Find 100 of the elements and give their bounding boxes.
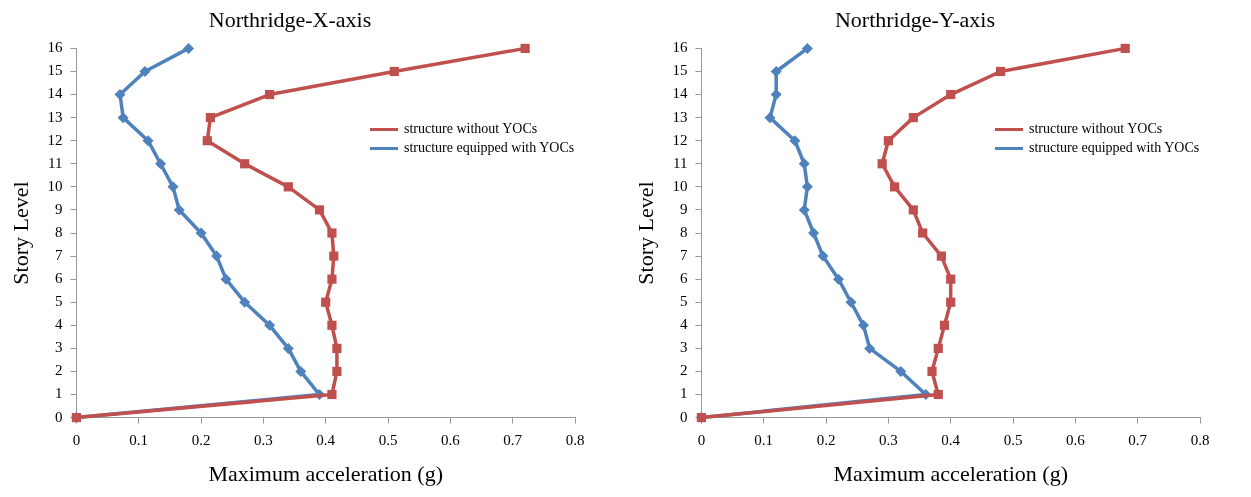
point [845, 296, 857, 308]
point [936, 251, 946, 261]
point [808, 227, 820, 239]
y-tick-label: 1 [54, 385, 63, 402]
point [389, 66, 399, 77]
point [939, 320, 950, 330]
y-tick-label: 11 [672, 154, 688, 171]
y-tick-label: 4 [54, 316, 63, 333]
y-tick-label: 3 [679, 339, 688, 356]
x-tick-label: 0.7 [1128, 431, 1148, 448]
y-tick-label: 2 [679, 362, 688, 379]
point [329, 251, 339, 261]
point [327, 228, 337, 238]
point [332, 366, 342, 377]
point [933, 389, 943, 400]
point [801, 181, 813, 193]
x-tick-label: 0.5 [1003, 431, 1023, 448]
y-tick-label: 15 [47, 62, 63, 79]
y-tick-label: 15 [672, 62, 688, 79]
legend-label: structure without YOCs [404, 121, 538, 137]
point [946, 297, 956, 307]
point [1120, 43, 1130, 53]
y-tick-label: 14 [47, 85, 63, 102]
point [883, 136, 893, 146]
point [264, 319, 276, 331]
point [265, 89, 275, 100]
legend-label: structure without YOCs [1029, 121, 1163, 137]
point [890, 182, 900, 192]
point [798, 158, 810, 170]
y-tick-label: 4 [679, 316, 688, 333]
y-tick-label: 12 [672, 131, 688, 148]
y-tick-label: 13 [672, 108, 688, 125]
point [295, 365, 307, 377]
point [327, 320, 337, 330]
point [877, 159, 887, 169]
y-tick-label: 10 [672, 177, 688, 194]
point [995, 66, 1006, 77]
point [239, 296, 251, 308]
point [321, 297, 331, 307]
x-tick-label: 0.4 [316, 431, 336, 448]
chart-title: Northridge-Y-axis [834, 6, 996, 32]
point [770, 65, 782, 77]
point [117, 112, 129, 124]
y-tick-label: 9 [679, 200, 688, 217]
y-tick-label: 16 [672, 39, 688, 56]
x-tick-label: 0 [697, 431, 706, 448]
y-tick-label: 8 [54, 223, 63, 240]
y-tick-label: 5 [679, 293, 688, 310]
y-tick-label: 7 [679, 247, 688, 264]
point [801, 42, 813, 54]
x-tick-label: 0.3 [254, 431, 273, 448]
y-axis-title: Story Level [632, 181, 658, 285]
point [908, 205, 918, 215]
x-tick-label: 0.4 [941, 431, 961, 448]
legend-label: structure equipped with YOCs [404, 140, 575, 156]
point [142, 135, 154, 147]
y-tick-label: 12 [47, 131, 63, 148]
point [946, 274, 956, 284]
point [770, 89, 782, 101]
point [933, 343, 943, 353]
point [139, 65, 151, 77]
x-axis-title: Maximum acceleration (g) [833, 460, 1068, 486]
point [327, 389, 337, 400]
point [789, 135, 801, 147]
point [895, 365, 907, 377]
y-tick-label: 6 [54, 270, 63, 287]
point [857, 319, 869, 331]
point [332, 343, 342, 353]
x-tick-label: 0.8 [1190, 431, 1210, 448]
point [908, 113, 918, 123]
y-tick-label: 7 [54, 247, 63, 264]
point [220, 273, 232, 285]
x-tick-label: 0.1 [754, 431, 774, 448]
point [183, 42, 195, 54]
point [205, 113, 215, 123]
point [195, 227, 207, 239]
y-tick-label: 0 [54, 408, 63, 425]
y-tick-label: 16 [47, 39, 63, 56]
x-tick-label: 0.6 [1065, 431, 1086, 448]
point [798, 204, 810, 216]
y-tick-label: 9 [54, 200, 63, 217]
x-tick-label: 0.2 [191, 431, 211, 448]
y-tick-label: 3 [54, 339, 63, 356]
point [173, 204, 185, 216]
point [864, 342, 876, 354]
x-tick-label: 0.5 [378, 431, 398, 448]
point [520, 43, 530, 53]
x-tick-label: 0.3 [879, 431, 898, 448]
chart-title: Northridge-X-axis [208, 6, 372, 32]
legend-label: structure equipped with YOCs [1029, 140, 1200, 156]
point [817, 250, 829, 262]
y-tick-label: 2 [54, 362, 63, 379]
x-tick-label: 0 [72, 431, 81, 448]
y-tick-label: 0 [679, 408, 688, 425]
point [314, 205, 325, 215]
y-tick-label: 8 [679, 223, 688, 240]
point [167, 181, 179, 193]
point [764, 112, 776, 124]
y-tick-label: 10 [47, 177, 63, 194]
point [946, 89, 956, 100]
